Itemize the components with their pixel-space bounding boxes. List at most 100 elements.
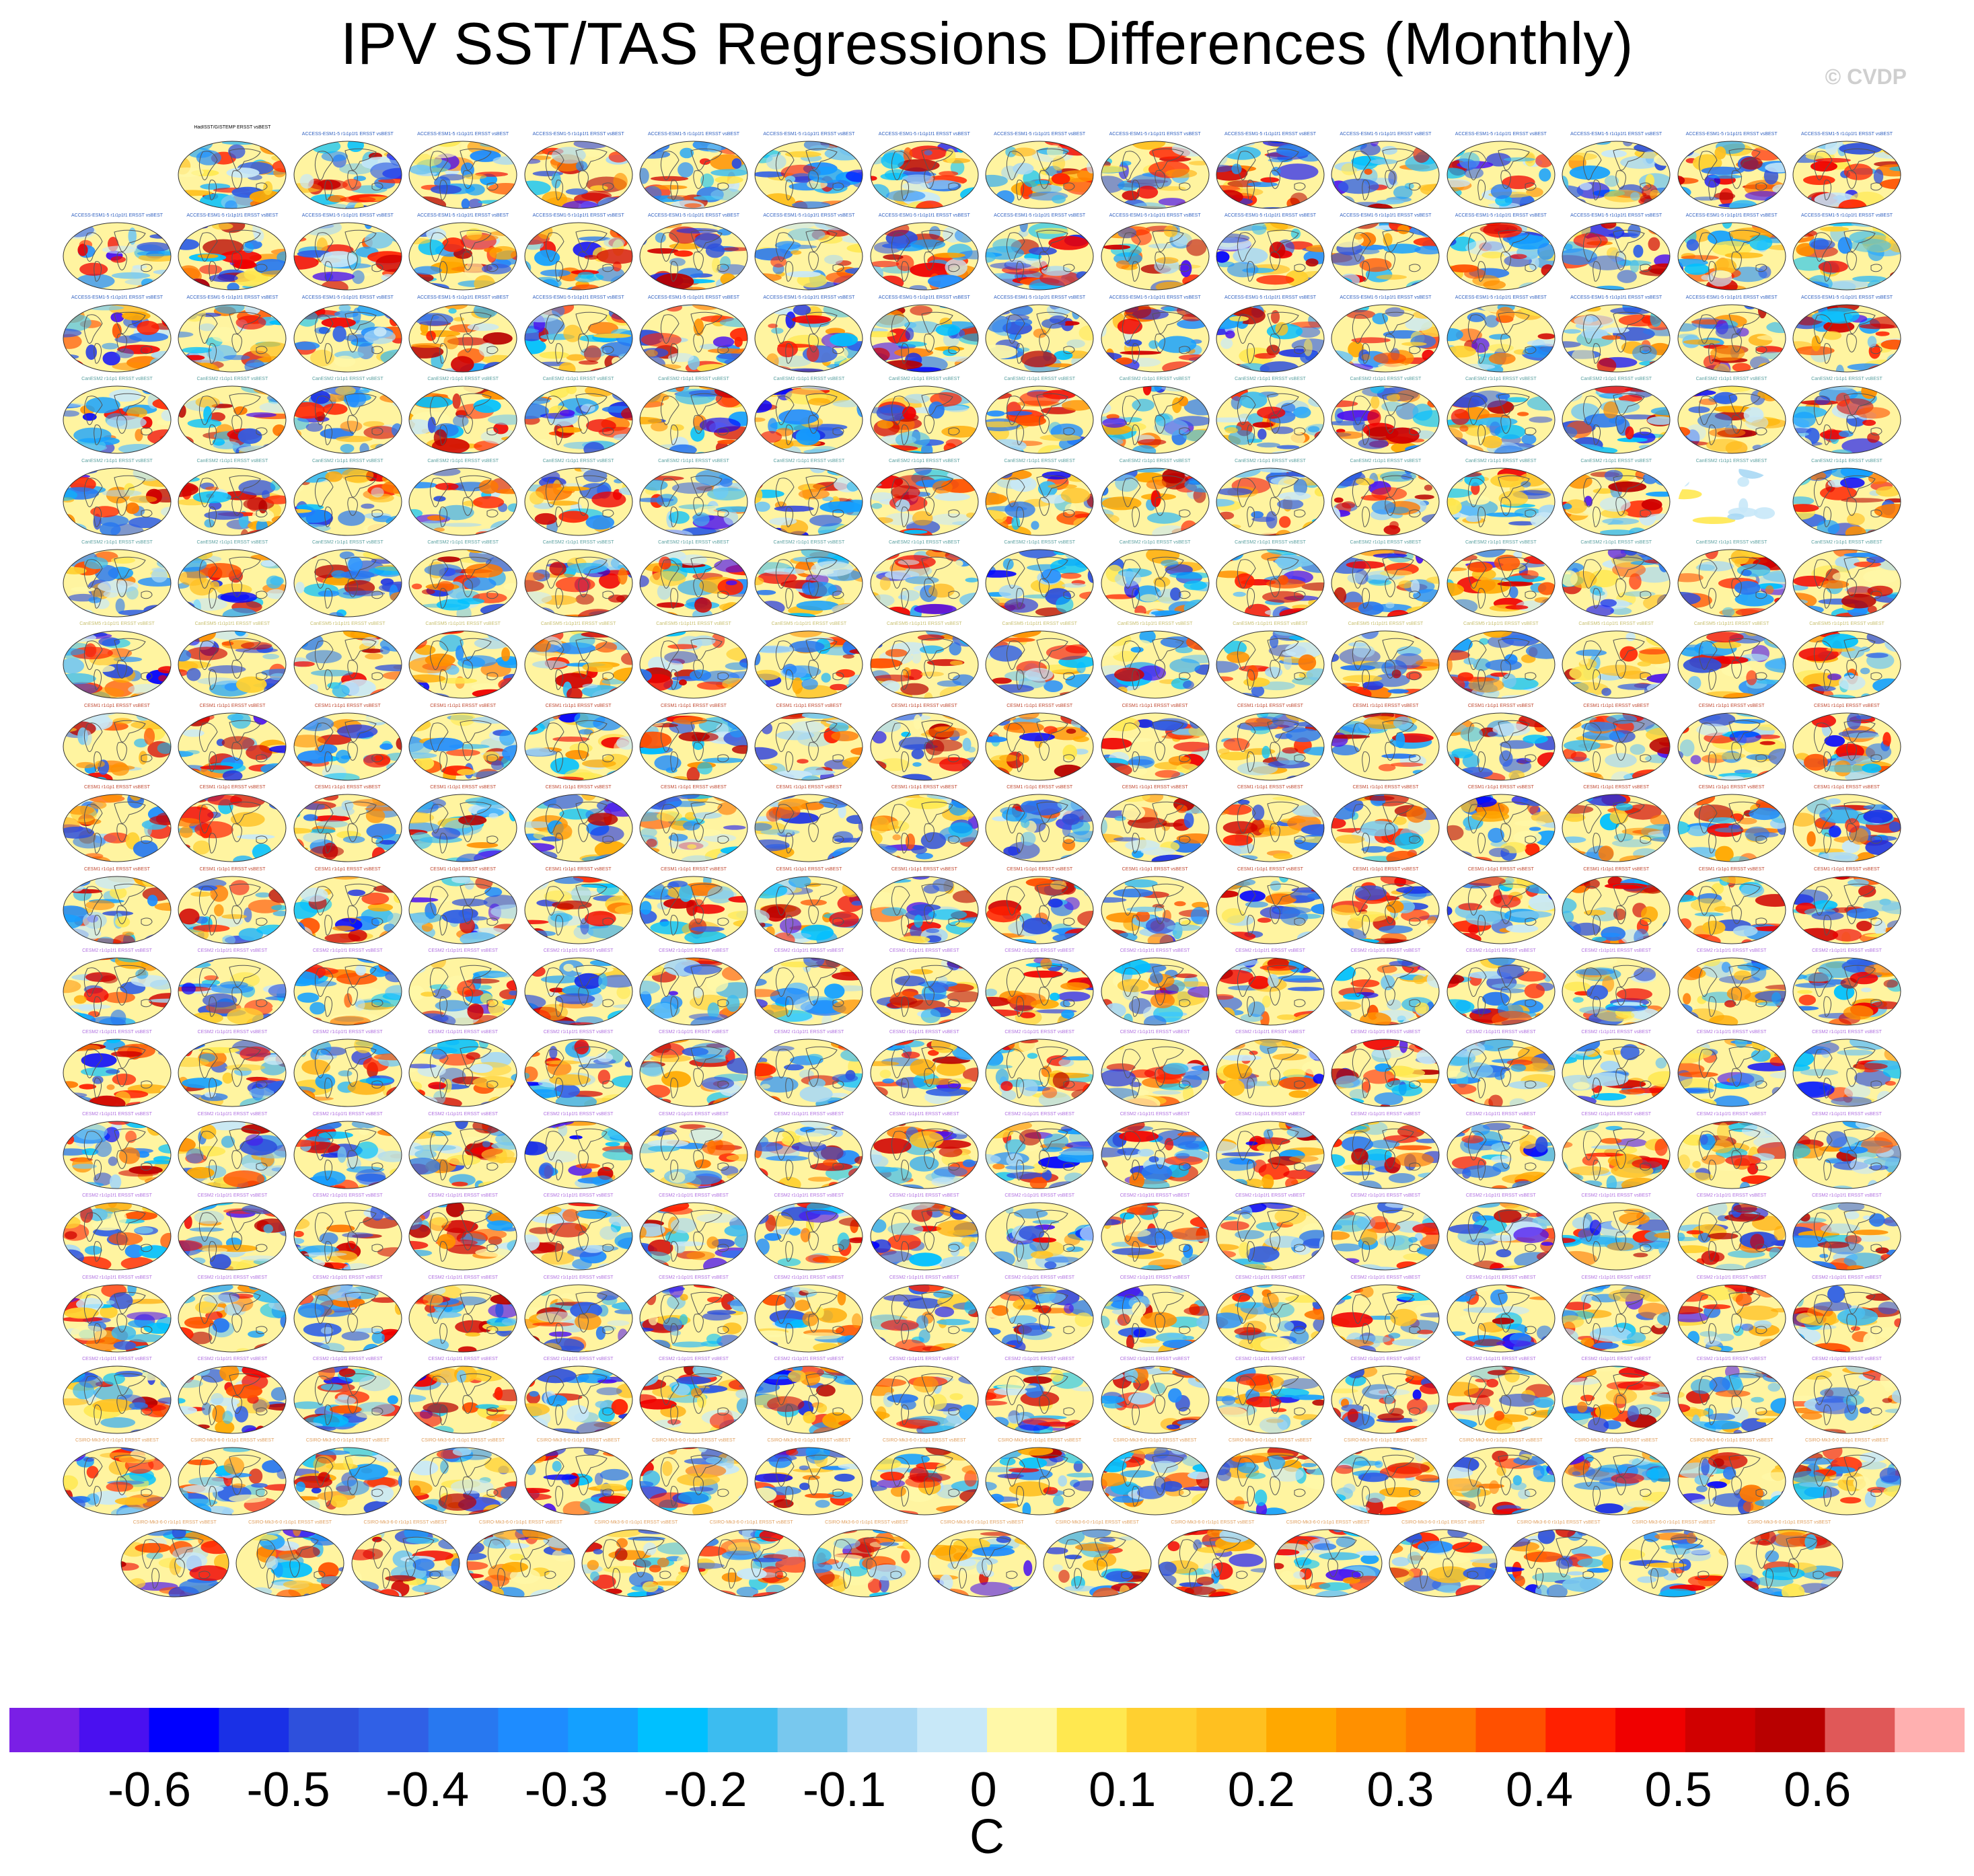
anomaly-patch — [774, 355, 812, 367]
anomaly-patch — [1617, 437, 1648, 443]
anomaly-patch — [1276, 445, 1300, 449]
anomaly-patch — [669, 243, 702, 250]
anomaly-patch — [764, 568, 807, 575]
panel-title: CESM1 r1i1p1 ERSST vsBEST — [430, 703, 497, 708]
global-map — [1216, 385, 1325, 454]
panel-title: ACCESS-ESM1-5 r1i1p1f1 ERSST vsBEST — [1224, 213, 1317, 219]
anomaly-patch — [1393, 186, 1413, 199]
anomaly-patch — [1465, 515, 1482, 522]
anomaly-patch — [110, 762, 129, 776]
coastline — [1063, 182, 1075, 191]
panel-title: CanESM2 r1i1p1 ERSST vsBEST — [888, 540, 960, 545]
anomaly-patch — [1146, 512, 1181, 524]
anomaly-patch — [565, 188, 588, 195]
anomaly-patch — [1683, 657, 1722, 673]
anomaly-patch — [1867, 433, 1880, 443]
anomaly-patch — [1305, 245, 1324, 253]
anomaly-patch — [879, 576, 891, 591]
anomaly-patch — [373, 326, 387, 337]
coastline — [314, 232, 334, 262]
coastline — [1267, 311, 1299, 334]
anomaly-patch — [149, 358, 163, 372]
anomaly-patch — [694, 597, 712, 613]
map-border — [639, 141, 748, 209]
anomaly-patch — [949, 661, 963, 666]
anomaly-patch — [1082, 203, 1094, 209]
coastline — [602, 182, 614, 191]
anomaly-patch — [920, 180, 959, 190]
coastline — [229, 230, 262, 252]
map-border — [1331, 304, 1440, 373]
coastline — [1613, 230, 1645, 252]
regression-map-panel: ACCESS-ESM1-5 r1i1p1f1 ERSST vsBEST — [638, 295, 749, 375]
panel-title: ACCESS-ESM1-5 r1i1p1f1 ERSST vsBEST — [532, 295, 624, 300]
coastline — [1615, 252, 1627, 271]
anomaly-patch — [961, 446, 978, 454]
regression-map-panel: CanESM2 r1i1p1 ERSST vsBEST — [293, 377, 403, 456]
anomaly-patch — [1562, 225, 1573, 231]
coastline — [1385, 252, 1396, 271]
anomaly-patch — [1573, 233, 1608, 249]
coastline — [371, 182, 383, 191]
regression-map-panel: ACCESS-ESM1-5 r1i1p1f1 ERSST vsBEST — [869, 213, 980, 293]
anomaly-patch — [437, 599, 470, 611]
map-border — [1792, 304, 1901, 373]
anomaly-patch — [1728, 200, 1758, 209]
anomaly-patch — [260, 141, 287, 155]
coastline — [209, 261, 217, 283]
anomaly-patch — [1880, 445, 1901, 454]
global-map — [1331, 385, 1440, 454]
coastline — [1477, 180, 1486, 200]
coastline — [693, 170, 704, 189]
anomaly-patch — [413, 266, 442, 275]
global-map — [1331, 467, 1440, 536]
coastline — [1640, 182, 1652, 191]
anomaly-patch — [1488, 344, 1514, 352]
anomaly-patch — [838, 386, 854, 391]
anomaly-patch — [1321, 558, 1324, 564]
anomaly-patch — [1202, 272, 1209, 283]
panel-title: CanESM2 r1i1p1 ERSST vsBEST — [888, 377, 960, 382]
anomaly-patch — [157, 305, 170, 317]
anomaly-patch — [1113, 667, 1144, 682]
anomaly-patch — [63, 775, 89, 780]
anomaly-patch — [1867, 336, 1877, 348]
coastline — [1813, 314, 1833, 344]
regression-map-panel: HadISST/GISTEMP ERSST vsBEST — [177, 125, 287, 211]
global-map — [63, 549, 172, 617]
panel-title: CanESM5 r1i1p1f1 ERSST vsBEST — [1233, 622, 1308, 627]
anomaly-patch — [1047, 145, 1064, 159]
coastline — [1270, 333, 1280, 352]
anomaly-patch — [1814, 396, 1831, 405]
coastline — [1179, 264, 1191, 272]
anomaly-patch — [1148, 243, 1176, 249]
anomaly-patch — [1527, 141, 1555, 146]
anomaly-patch — [1876, 365, 1897, 372]
global-map — [178, 304, 287, 373]
panel-title: CanESM2 r1i1p1 ERSST vsBEST — [81, 377, 153, 382]
global-map — [1216, 304, 1325, 373]
anomaly-patch — [1724, 252, 1763, 259]
anomaly-patch — [898, 560, 920, 566]
coastline — [948, 346, 960, 354]
anomaly-patch — [1193, 304, 1209, 312]
anomaly-patch — [614, 386, 623, 392]
anomaly-patch — [1371, 500, 1396, 515]
regression-map-panel: CanESM5 r1i1p1f1 ERSST vsBEST — [1100, 622, 1210, 701]
anomaly-patch — [1414, 494, 1435, 500]
panel-title: CanESM2 r1i1p1 ERSST vsBEST — [81, 540, 153, 545]
anomaly-patch — [582, 662, 613, 673]
anomaly-patch — [1305, 631, 1324, 638]
regression-map-panel: ACCESS-ESM1-5 r1i1p1f1 ERSST vsBEST — [984, 295, 1095, 375]
anomaly-patch — [556, 426, 582, 433]
anomaly-patch — [1567, 473, 1593, 489]
anomaly-patch — [1220, 338, 1233, 349]
global-map — [1447, 304, 1556, 373]
panel-title: CanESM5 r1i1p1f1 ERSST vsBEST — [310, 622, 386, 627]
anomaly-patch — [1663, 354, 1671, 364]
anomaly-patch — [1146, 479, 1167, 490]
coastline — [785, 180, 794, 200]
anomaly-patch — [1354, 233, 1364, 240]
anomaly-patch — [941, 426, 978, 438]
regression-map-panel: CanESM2 r1i1p1 ERSST vsBEST — [1215, 540, 1325, 620]
